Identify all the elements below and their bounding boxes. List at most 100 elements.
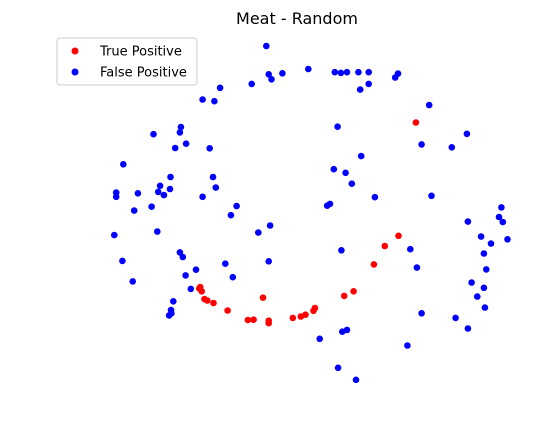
legend-frame <box>56 37 198 86</box>
false-positive-point <box>498 204 505 211</box>
false-positive-point <box>477 233 485 240</box>
false-positive-point <box>425 101 433 109</box>
true-positive-point <box>310 307 317 315</box>
false-positive-point <box>338 247 345 254</box>
false-positive-point <box>199 193 206 201</box>
false-positive-point <box>305 65 312 73</box>
false-positive-point <box>268 76 275 83</box>
false-positive-point <box>428 192 435 200</box>
false-positive-point <box>120 161 127 168</box>
false-positive-point <box>418 310 425 317</box>
false-positive-point <box>216 84 224 92</box>
false-positive-point <box>464 218 472 225</box>
false-positive-point <box>187 285 195 293</box>
false-positive-point <box>199 96 206 103</box>
false-positive-point <box>227 211 235 219</box>
false-positive-point <box>452 314 459 322</box>
true-positive-point <box>201 295 208 303</box>
false-positive-point <box>480 284 488 292</box>
false-positive-point <box>212 184 220 191</box>
true-positive-point <box>381 242 389 250</box>
false-positive-point <box>156 182 164 190</box>
false-positive-point <box>365 80 373 88</box>
false-positive-point <box>407 245 414 253</box>
false-positive-point <box>468 279 475 286</box>
legend-marker-true-positive <box>71 47 79 55</box>
false-positive-point <box>263 42 270 50</box>
false-positive-point <box>176 129 184 136</box>
false-positive-point <box>464 325 472 332</box>
false-positive-point <box>170 298 177 305</box>
false-positive-point <box>206 145 213 152</box>
false-positive-point <box>222 260 229 268</box>
false-positive-point <box>404 342 411 349</box>
false-positive-point <box>177 123 185 131</box>
false-positive-point <box>487 240 495 247</box>
false-positive-point <box>160 191 168 199</box>
false-positive-point <box>334 123 341 130</box>
legend-label-true-positive: True Positive <box>99 45 182 60</box>
legend-marker-false-positive <box>71 68 79 76</box>
false-positive-point <box>254 229 262 236</box>
legend-label-false-positive: False Positive <box>100 66 187 81</box>
false-positive-point <box>248 80 255 88</box>
true-positive-point <box>250 316 257 324</box>
true-positive-point <box>244 316 252 324</box>
false-positive-point <box>112 193 120 201</box>
false-positive-point <box>179 253 187 261</box>
false-positive-point <box>182 140 190 147</box>
false-positive-point <box>154 188 162 196</box>
false-positive-point <box>229 273 237 281</box>
false-positive-point <box>148 203 155 210</box>
true-positive-point <box>196 283 204 291</box>
false-positive-point <box>330 165 338 173</box>
false-positive-point <box>334 364 342 372</box>
false-positive-point <box>357 152 365 160</box>
true-positive-point <box>259 294 267 302</box>
false-positive-point <box>167 173 174 181</box>
false-positive-point <box>337 69 345 77</box>
false-positive-point <box>129 278 136 285</box>
false-positive-point <box>480 250 488 257</box>
false-positive-point <box>150 130 157 138</box>
false-positive-point <box>355 68 362 76</box>
false-positive-point <box>371 193 379 201</box>
true-positive-point <box>350 288 357 295</box>
true-positive-point <box>265 319 273 327</box>
true-positive-point <box>210 299 217 307</box>
false-positive-point <box>168 310 175 317</box>
true-positive-point <box>289 314 297 322</box>
true-positive-point <box>395 232 402 240</box>
false-positive-point <box>483 266 490 273</box>
legend: True Positive False Positive <box>56 37 198 86</box>
false-positive-point <box>233 202 240 210</box>
false-positive-point <box>279 70 286 77</box>
false-positive-point <box>343 68 351 76</box>
false-positive-point <box>119 257 126 265</box>
true-positive-point <box>340 292 348 300</box>
false-positive-point <box>504 236 511 243</box>
false-positive-point <box>192 266 200 274</box>
false-positive-point <box>134 190 142 197</box>
false-positive-point <box>182 272 189 279</box>
false-positive-point <box>111 231 118 239</box>
points-layer <box>111 42 511 384</box>
false-positive-point <box>463 130 471 138</box>
false-positive-point <box>339 328 346 336</box>
false-positive-point <box>474 293 481 300</box>
chart-title: Meat - Random <box>236 9 358 28</box>
false-positive-point <box>211 97 218 105</box>
false-positive-point <box>495 213 503 221</box>
false-positive-point <box>352 376 360 384</box>
false-positive-point <box>209 173 217 181</box>
false-positive-point <box>166 185 174 193</box>
false-positive-point <box>323 202 331 209</box>
false-positive-point <box>171 144 179 152</box>
false-positive-point <box>154 228 161 235</box>
true-positive-point <box>224 307 231 314</box>
false-positive-point <box>265 258 273 265</box>
true-positive-point <box>412 119 420 126</box>
true-positive-point <box>297 313 305 320</box>
false-positive-point <box>331 68 339 76</box>
